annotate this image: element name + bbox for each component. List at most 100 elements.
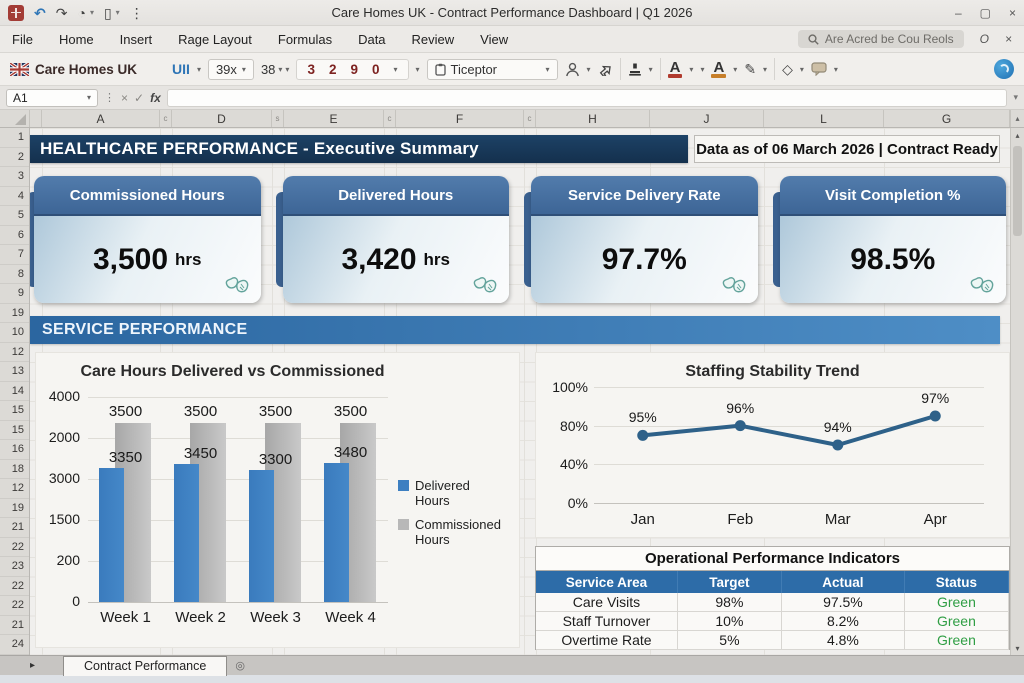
- scroll-up-icon[interactable]: ▴: [1010, 110, 1024, 127]
- chevron-down-icon[interactable]: ▾: [89, 8, 94, 17]
- row-header-9[interactable]: 9: [0, 284, 29, 304]
- redo-icon[interactable]: ↷: [55, 4, 68, 21]
- chevron-down-icon[interactable]: ▾: [415, 64, 420, 74]
- column-header-A[interactable]: A: [42, 110, 160, 127]
- stamp-icon[interactable]: [628, 62, 642, 77]
- menu-item-data[interactable]: Data: [358, 31, 386, 47]
- formula-bar-expand-icon[interactable]: ▾: [1013, 92, 1018, 102]
- row-header-17[interactable]: 16: [0, 440, 29, 460]
- menu-item-review[interactable]: Review: [411, 31, 455, 47]
- column-header-c[interactable]: c: [384, 110, 396, 127]
- row-header-6[interactable]: 6: [0, 226, 29, 245]
- row-header-12[interactable]: 12: [0, 343, 29, 362]
- row-header-27[interactable]: 24: [0, 635, 29, 655]
- menu-item-formulas[interactable]: Formulas: [277, 31, 333, 47]
- row-header-19[interactable]: 12: [0, 479, 29, 499]
- row-header-22[interactable]: 22: [0, 538, 29, 557]
- formula-input[interactable]: [166, 88, 1008, 107]
- share-circle-icon[interactable]: O: [979, 32, 989, 46]
- chevron-down-icon[interactable]: ▾: [733, 64, 738, 74]
- close-button[interactable]: ×: [1008, 5, 1016, 20]
- number-format-button[interactable]: 3: [307, 61, 315, 77]
- number-format-button[interactable]: 0: [371, 61, 380, 77]
- chevron-down-icon[interactable]: ▾: [648, 64, 653, 74]
- row-header-1[interactable]: 1: [0, 128, 29, 148]
- minimize-button[interactable]: –: [954, 5, 962, 20]
- number-format-button[interactable]: 2: [328, 61, 337, 77]
- more-icon[interactable]: ⋮: [129, 4, 144, 21]
- comment-icon[interactable]: [811, 62, 827, 76]
- row-header-18[interactable]: 18: [0, 460, 29, 479]
- maximize-button[interactable]: ▢: [979, 5, 991, 20]
- font-size-select[interactable]: 39x ▾: [207, 58, 254, 80]
- chevron-down-icon[interactable]: ▾: [196, 64, 201, 74]
- number-format-button[interactable]: 9: [350, 61, 358, 77]
- column-header-D[interactable]: D: [172, 110, 272, 127]
- menu-item-home[interactable]: Home: [58, 31, 94, 47]
- chevron-down-icon[interactable]: ▾: [115, 8, 120, 17]
- row-header-3[interactable]: 3: [0, 167, 29, 187]
- person-icon[interactable]: [565, 62, 580, 77]
- share-arrow-icon[interactable]: [598, 62, 613, 76]
- column-header-c[interactable]: c: [524, 110, 536, 127]
- row-header-20[interactable]: 19: [0, 499, 29, 518]
- undo-icon[interactable]: ↶: [34, 4, 46, 21]
- row-header-24[interactable]: 22: [0, 577, 29, 596]
- row-header-23[interactable]: 23: [0, 557, 29, 577]
- scroll-down-icon[interactable]: ▾: [1015, 643, 1020, 653]
- row-header-15[interactable]: 15: [0, 401, 29, 421]
- formula-cancel-button[interactable]: ×: [121, 90, 129, 105]
- pen-icon[interactable]: ✎: [744, 60, 757, 77]
- cell-style-combo[interactable]: Ticeptor ▾: [426, 58, 558, 80]
- document-icon[interactable]: ▯: [103, 4, 112, 21]
- copilot-icon[interactable]: [994, 59, 1014, 79]
- chevron-down-icon[interactable]: ▾: [763, 64, 768, 74]
- row-header-25[interactable]: 22: [0, 596, 29, 616]
- column-header-sep[interactable]: [30, 110, 42, 127]
- chevron-down-icon[interactable]: ▾: [833, 64, 838, 74]
- column-header-H[interactable]: H: [536, 110, 650, 127]
- column-header-F[interactable]: F: [396, 110, 524, 127]
- add-sheet-icon[interactable]: ◎: [235, 660, 245, 672]
- row-header-11[interactable]: 10: [0, 323, 29, 343]
- autosave-icon[interactable]: ◔: [77, 4, 86, 21]
- name-box[interactable]: A1 ▾: [6, 88, 98, 107]
- column-header-E[interactable]: E: [284, 110, 384, 127]
- chevron-down-icon[interactable]: ▾: [689, 64, 694, 74]
- chevron-down-icon[interactable]: ▾: [799, 64, 804, 74]
- menu-item-file[interactable]: File: [12, 31, 33, 47]
- row-header-14[interactable]: 14: [0, 382, 29, 401]
- row-header-5[interactable]: 5: [0, 206, 29, 226]
- sheet-grid[interactable]: 1 2 3 4 5 6 7 8 9 19 10 12 13 14 15 15 16 18 12 19 21 22 23 22 2…: [0, 128, 1024, 655]
- row-header-26[interactable]: 21: [0, 616, 29, 635]
- formula-enter-button[interactable]: ✓: [134, 90, 145, 105]
- column-header-G[interactable]: G: [884, 110, 1010, 127]
- sheet-tab-contract-performance[interactable]: Contract Performance: [63, 655, 228, 676]
- close-pane-icon[interactable]: ×: [1004, 32, 1012, 46]
- column-header-L[interactable]: L: [764, 110, 884, 127]
- chevron-down-icon[interactable]: ▾: [700, 64, 705, 74]
- menu-item-rage-layout[interactable]: Rage Layout: [178, 31, 252, 47]
- chevron-down-icon[interactable]: ▾: [393, 64, 398, 74]
- row-header-8[interactable]: 8: [0, 265, 29, 284]
- row-header-7[interactable]: 7: [0, 245, 29, 265]
- scroll-thumb[interactable]: [1013, 146, 1022, 236]
- highlight-color-button[interactable]: A: [711, 59, 727, 78]
- row-header-4[interactable]: 4: [0, 187, 29, 206]
- column-header-s[interactable]: s: [272, 110, 284, 127]
- insert-function-button[interactable]: fx: [150, 90, 161, 105]
- tab-nav-arrow-icon[interactable]: ▸: [30, 660, 36, 671]
- column-header-J[interactable]: J: [650, 110, 764, 127]
- row-header-13[interactable]: 13: [0, 362, 29, 382]
- menu-item-view[interactable]: View: [480, 31, 509, 47]
- row-header-10[interactable]: 19: [0, 304, 29, 323]
- row-header-2[interactable]: 2: [0, 148, 29, 167]
- menu-item-insert[interactable]: Insert: [119, 31, 153, 47]
- scroll-up-icon[interactable]: ▴: [1015, 130, 1020, 140]
- column-header-c[interactable]: c: [160, 110, 172, 127]
- search-box[interactable]: Are Acred be Cou Reols: [797, 30, 964, 48]
- font-color-button[interactable]: A: [667, 59, 683, 78]
- filter-diamond-icon[interactable]: ◇: [782, 60, 793, 77]
- select-all-corner[interactable]: [0, 110, 30, 127]
- chevron-down-icon[interactable]: ▾: [586, 64, 591, 74]
